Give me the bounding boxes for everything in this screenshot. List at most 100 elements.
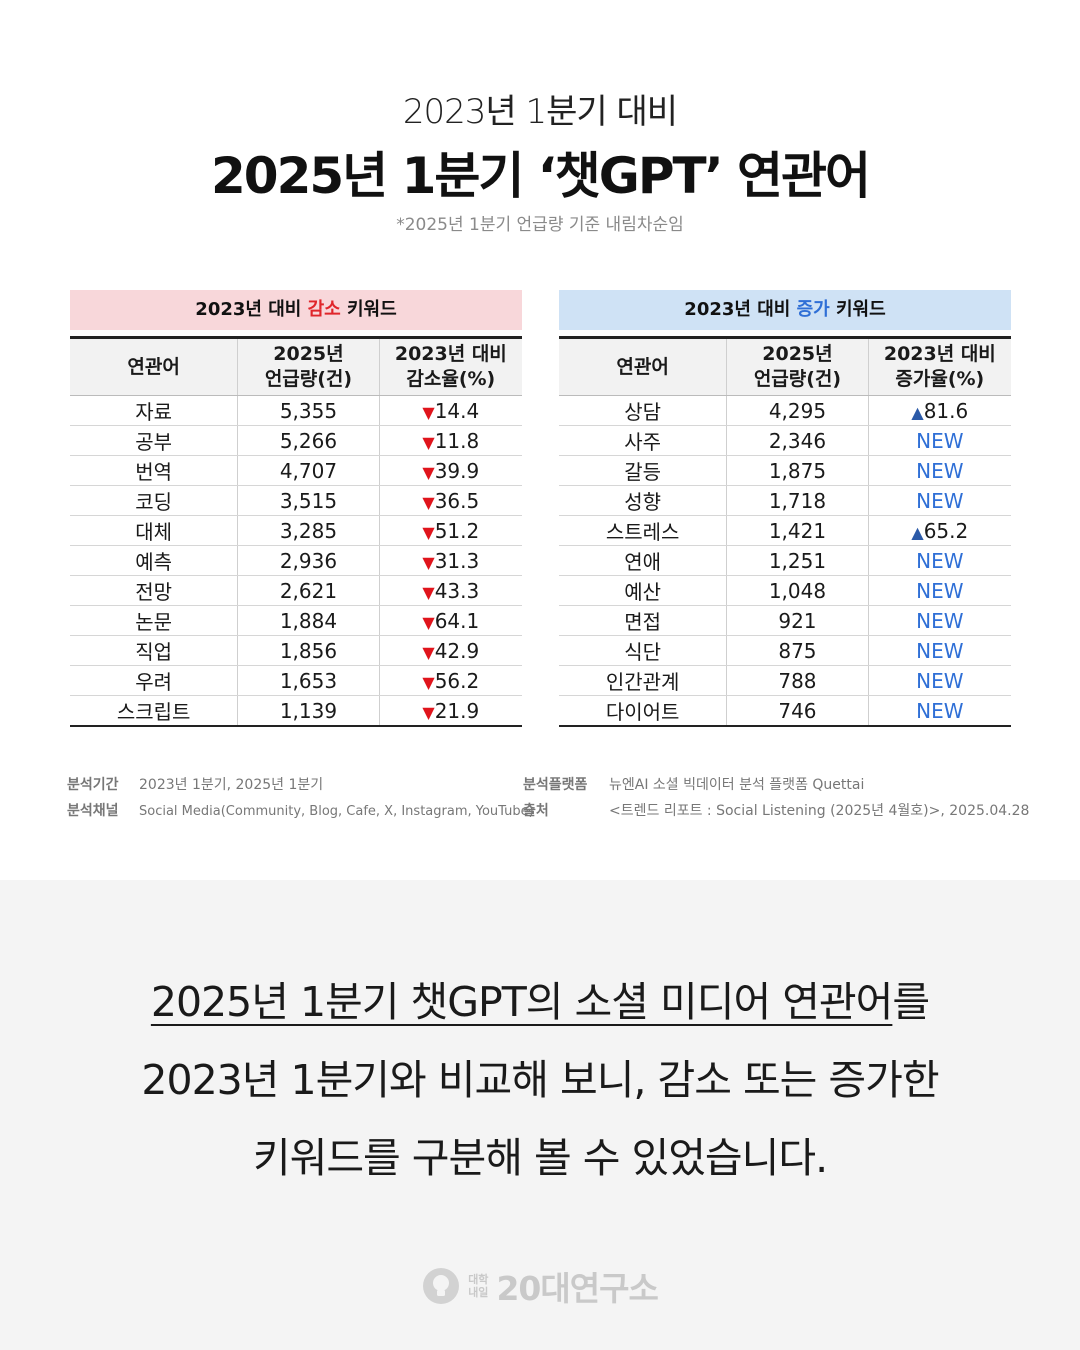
keyword: 우려 [135, 670, 173, 694]
keyword: 사주 [624, 430, 662, 454]
meta-platform-value: 뉴엔AI 소셜 빅데이터 분석 플랫폼 Quettai [609, 777, 865, 793]
decrease-rate: 64.1 [434, 608, 480, 633]
table-row: 논문 1,884 ▼64.1 [70, 605, 522, 636]
mention-count: 2,621 [279, 578, 338, 603]
keyword-cell: 예측 [70, 545, 238, 576]
decrease-rate: 11.8 [434, 428, 480, 453]
decrease-table-body: 자료 5,355 ▼14.4 공부 5,266 ▼11.8 번역 4,707 ▼39.9 코딩 3,… [70, 395, 522, 727]
table-row: 다이어트 746 NEW [559, 695, 1011, 727]
up-arrow-icon: ▲ [911, 522, 924, 542]
table-row: 갈등 1,875 NEW [559, 455, 1011, 486]
table-row: 대체 3,285 ▼51.2 [70, 515, 522, 546]
count-cell: 1,856 [237, 635, 380, 666]
meta-platform-label: 분석플랫폼 [523, 777, 588, 793]
keyword-cell: 번역 [70, 455, 238, 486]
table-row: 코딩 3,515 ▼36.5 [70, 485, 522, 516]
table-row: 스트레스 1,421 ▲65.2 [559, 515, 1011, 546]
mention-count: 1,718 [768, 488, 827, 513]
rate-cell: ▼43.3 [378, 575, 522, 606]
meta-source-value: <트렌드 리포트 : Social Listening (2025년 4월호)>… [609, 803, 1030, 819]
decrease-rate: 56.2 [434, 668, 480, 693]
table-row: 인간관계 788 NEW [559, 665, 1011, 696]
logo-small-line2: 내일 [468, 1286, 489, 1299]
rate-cell: ▲65.2 [867, 515, 1011, 546]
decrease-panel-header: 2023년 대비 감소 키워드 [70, 290, 522, 330]
count-cell: 3,515 [237, 485, 380, 516]
meta-channel-label: 분석채널 [67, 803, 119, 819]
new-badge: NEW [916, 548, 964, 573]
increase-rate: 65.2 [923, 518, 969, 543]
summary-line-2: 2023년 1분기와 비교해 보니, 감소 또는 증가한 [141, 1056, 939, 1104]
decrease-keywords-panel: 2023년 대비 감소 키워드 연관어 2025년 언급량(건) 2023년 대비… [70, 290, 522, 727]
table-row: 사주 2,346 NEW [559, 425, 1011, 456]
keyword-cell: 연애 [559, 545, 727, 576]
keyword-cell: 식단 [559, 635, 727, 666]
decrease-rate: 51.2 [434, 518, 480, 543]
count-cell: 4,295 [726, 395, 869, 426]
table-row: 상담 4,295 ▲81.6 [559, 395, 1011, 426]
count-cell: 921 [726, 605, 869, 636]
keyword: 인간관계 [605, 670, 680, 694]
table-row: 연애 1,251 NEW [559, 545, 1011, 576]
rate-cell: ▼36.5 [378, 485, 522, 516]
increase-panel-header: 2023년 대비 증가 키워드 [559, 290, 1011, 330]
keyword: 대체 [135, 520, 173, 544]
keyword-cell: 사주 [559, 425, 727, 456]
keyword-cell: 면접 [559, 605, 727, 636]
keyword: 면접 [624, 610, 662, 634]
rate-cell: NEW [867, 485, 1011, 516]
col-header-rate: 2023년 대비 감소율(%) [378, 336, 522, 396]
new-badge: NEW [916, 578, 964, 603]
col-count-line1: 2025년 [273, 343, 344, 365]
decrease-table: 연관어 2025년 언급량(건) 2023년 대비 감소율(%) 자료 5,355 ▼1… [70, 336, 522, 727]
rate-cell: NEW [867, 665, 1011, 696]
count-cell: 2,346 [726, 425, 869, 456]
rate-cell: ▼11.8 [378, 425, 522, 456]
decrease-head-accent: 감소 [307, 299, 341, 320]
new-badge: NEW [916, 698, 964, 723]
mention-count: 3,285 [279, 518, 338, 543]
mention-count: 875 [778, 638, 817, 663]
keyword-cell: 스크립트 [70, 695, 238, 727]
meta-channel-value: Social Media(Community, Blog, Cafe, X, I… [139, 804, 534, 819]
rate-cell: ▼64.1 [378, 605, 522, 636]
rate-cell: ▼42.9 [378, 635, 522, 666]
keyword: 다이어트 [605, 700, 680, 724]
mention-count: 2,346 [768, 428, 827, 453]
down-arrow-icon: ▼ [422, 702, 435, 722]
col-header-count: 2025년 언급량(건) [237, 336, 380, 396]
bulb-icon [423, 1268, 460, 1304]
mention-count: 921 [778, 608, 817, 633]
keyword: 번역 [135, 460, 173, 484]
count-cell: 2,936 [237, 545, 380, 576]
count-cell: 746 [726, 695, 869, 727]
sort-note: *2025년 1분기 언급량 기준 내림차순임 [396, 215, 684, 235]
down-arrow-icon: ▼ [422, 402, 435, 422]
rate-cell: NEW [867, 695, 1011, 727]
table-row: 자료 5,355 ▼14.4 [70, 395, 522, 426]
rate-cell: NEW [867, 605, 1011, 636]
increase-head-accent: 증가 [796, 299, 830, 320]
mention-count: 5,266 [279, 428, 338, 453]
rate-cell: ▼51.2 [378, 515, 522, 546]
mention-count: 1,421 [768, 518, 827, 543]
col-count-line1: 2025년 [762, 343, 833, 365]
keyword: 전망 [135, 580, 173, 604]
meta-channel: 분석채널 Social Media(Community, Blog, Cafe, … [67, 798, 534, 825]
table-row: 성향 1,718 NEW [559, 485, 1011, 516]
mention-count: 4,707 [279, 458, 338, 483]
keyword-cell: 공부 [70, 425, 238, 456]
table-row: 면접 921 NEW [559, 605, 1011, 636]
count-cell: 1,653 [237, 665, 380, 696]
mention-count: 1,251 [768, 548, 827, 573]
table-row: 우려 1,653 ▼56.2 [70, 665, 522, 696]
decrease-rate: 42.9 [434, 638, 480, 663]
decrease-rate: 43.3 [434, 578, 480, 603]
summary-underlined: 2025년 1분기 챗GPT의 소셜 미디어 연관어 [150, 978, 893, 1026]
keyword: 상담 [624, 400, 662, 424]
logo-small-line1: 대학 [468, 1273, 489, 1286]
new-badge: NEW [916, 488, 964, 513]
down-arrow-icon: ▼ [422, 522, 435, 542]
keyword: 예산 [624, 580, 662, 604]
count-cell: 1,884 [237, 605, 380, 636]
